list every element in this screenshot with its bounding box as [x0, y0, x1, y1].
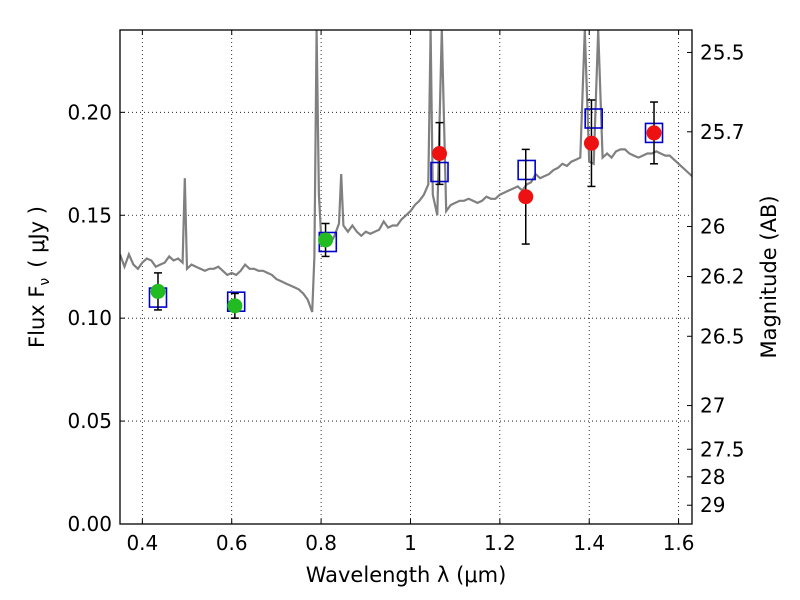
x-axis-label: Wavelength λ (μm) — [306, 563, 507, 587]
y2-tick-label: 26.5 — [700, 324, 745, 348]
y-axis-label-sub: ν — [37, 278, 53, 286]
x-tick-label: 0.8 — [305, 531, 337, 555]
photometry-points — [148, 99, 664, 319]
x-tick-label: 1.4 — [573, 531, 605, 555]
observed-flux-point — [646, 125, 662, 141]
grid-lines — [120, 30, 692, 524]
y-tick-label: 0.20 — [67, 100, 112, 124]
x-tick-label: 1.6 — [663, 531, 695, 555]
axis-ticks: 0.4 0.6 0.8 1 1.2 1.4 1.6 0.00 0.05 0.10 0.15 0.20 2… — [67, 30, 745, 555]
y-tick-label: 0.10 — [67, 306, 112, 330]
y2-tick-label: 29 — [700, 493, 725, 517]
y2-tick-label: 27 — [700, 394, 725, 418]
observed-flux-point — [150, 283, 166, 299]
y2-tick-label: 25.7 — [700, 120, 745, 144]
plot-frame — [119, 29, 693, 525]
y2-tick-label: 28 — [700, 465, 725, 489]
spectrum-line — [120, 30, 692, 313]
y2-tick-label: 27.5 — [700, 437, 745, 461]
y-tick-label: 0.05 — [67, 409, 112, 433]
observed-flux-point — [318, 232, 334, 248]
x-tick-label: 1.2 — [484, 531, 516, 555]
x-tick-label: 1 — [404, 531, 417, 555]
observed-flux-point — [518, 189, 534, 205]
y2-tick-label: 26.2 — [700, 265, 745, 289]
y2-axis-label: Magnitude (AB) — [757, 195, 781, 358]
x-tick-label: 0.4 — [126, 531, 158, 555]
model-flux-square — [584, 108, 603, 129]
observed-flux-point — [583, 135, 599, 151]
x-tick-label: 0.6 — [216, 531, 248, 555]
y-axis-label-main: Flux F — [25, 286, 49, 348]
model-spectrum — [120, 30, 692, 313]
y-axis-label-unit: ( μJy ) — [25, 206, 49, 268]
y-tick-label: 0.15 — [67, 203, 112, 227]
y2-tick-label: 25.5 — [700, 40, 745, 64]
y2-tick-label: 26 — [700, 214, 725, 238]
observed-flux-point — [432, 146, 448, 161]
observed-flux-point — [227, 298, 243, 314]
y-tick-label: 0.00 — [67, 512, 112, 536]
model-flux-square — [517, 159, 536, 181]
y-axis-label: Flux Fν ( μJy ) — [25, 206, 53, 348]
